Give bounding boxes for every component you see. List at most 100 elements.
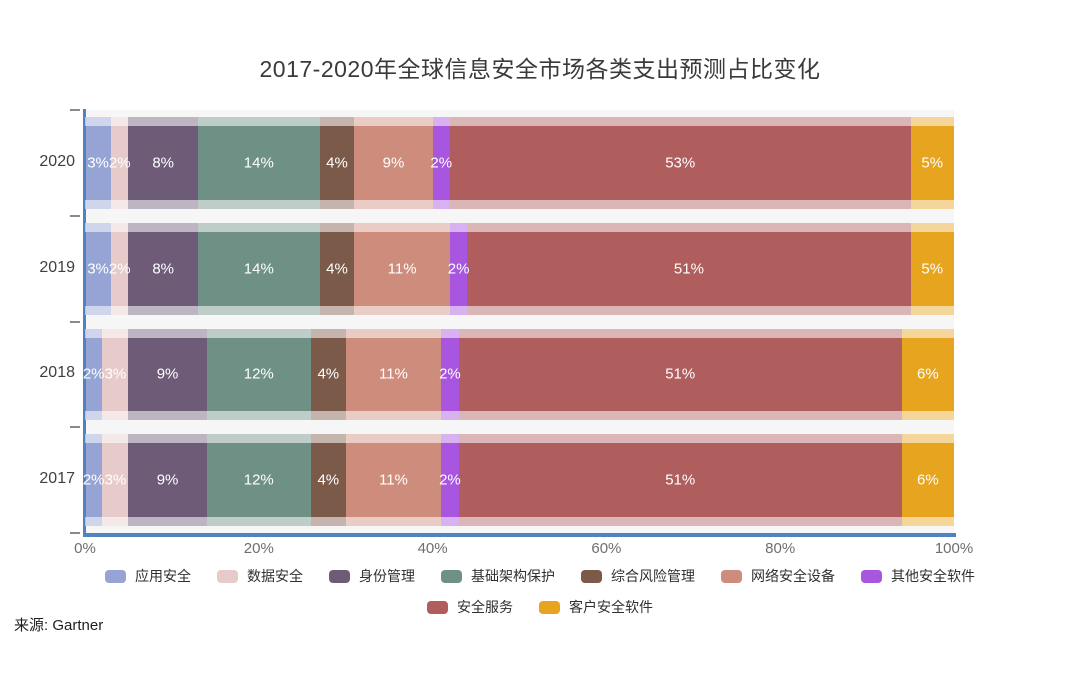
legend-item[interactable]: 应用安全 bbox=[105, 566, 191, 586]
year-label: 2020 bbox=[39, 152, 75, 170]
x-axis-tick-label: 60% bbox=[591, 540, 622, 557]
segment-value-label: 2% bbox=[439, 471, 461, 489]
year-label: 2018 bbox=[39, 364, 75, 382]
legend-swatch-icon bbox=[861, 569, 882, 583]
bar-segment[interactable]: 6% bbox=[901, 328, 954, 421]
segment-value-label: 2% bbox=[439, 365, 461, 383]
bar-segment[interactable]: 5% bbox=[910, 117, 954, 209]
source-text: 来源: Gartner bbox=[14, 617, 104, 634]
bar-segment[interactable]: 2% bbox=[439, 434, 461, 526]
bar-segment[interactable]: 51% bbox=[467, 222, 911, 315]
legend-label: 客户安全软件 bbox=[569, 599, 653, 615]
segment-value-label: 51% bbox=[673, 260, 704, 278]
legend-item[interactable]: 综合风险管理 bbox=[581, 566, 695, 586]
legend-row-1: 应用安全 数据安全 身份管理 基础架构保护 综合风险管理 网络安全设备 其他安全软件 bbox=[0, 566, 1080, 586]
legend-item[interactable]: 客户安全软件 bbox=[539, 597, 653, 617]
stacked-bar-2017: 2% 3% 9% 12% 4% 11% 2% 51% 6% bbox=[82, 434, 954, 526]
x-axis-tick-label: 0% bbox=[74, 540, 96, 557]
bar-segment[interactable]: 9% bbox=[128, 328, 207, 421]
bar-segment[interactable]: 11% bbox=[345, 328, 442, 421]
legend-label: 应用安全 bbox=[135, 568, 191, 584]
bar-segment[interactable]: 9% bbox=[354, 117, 433, 209]
segment-value-label: 12% bbox=[243, 471, 274, 489]
x-axis-tick-label: 40% bbox=[417, 540, 448, 557]
legend-swatch-icon bbox=[539, 600, 560, 614]
legend-swatch-icon bbox=[441, 569, 462, 583]
legend-label: 数据安全 bbox=[247, 568, 303, 584]
bar-segment[interactable]: 2% bbox=[82, 434, 105, 526]
bar-segment[interactable]: 3% bbox=[85, 222, 112, 315]
bar-segment[interactable]: 3% bbox=[85, 117, 112, 209]
bar-segment[interactable]: 53% bbox=[449, 117, 911, 209]
y-axis-tick bbox=[70, 320, 80, 323]
bar-segment[interactable]: 11% bbox=[354, 222, 450, 315]
bar-segment[interactable]: 3% bbox=[102, 328, 129, 421]
legend-item[interactable]: 网络安全设备 bbox=[721, 566, 835, 586]
segment-value-label: 4% bbox=[317, 365, 340, 383]
bar-segment[interactable]: 12% bbox=[206, 434, 311, 526]
legend-item[interactable]: 身份管理 bbox=[329, 566, 415, 586]
legend-label: 网络安全设备 bbox=[751, 568, 835, 584]
segment-value-label: 2% bbox=[430, 154, 453, 172]
bar-segment[interactable]: 6% bbox=[901, 434, 954, 526]
x-axis-line bbox=[83, 533, 956, 537]
bar-segment[interactable]: 51% bbox=[458, 328, 902, 421]
bar-segment[interactable]: 9% bbox=[128, 434, 207, 526]
bar-segment[interactable]: 2% bbox=[83, 328, 105, 421]
bar-segment[interactable]: 14% bbox=[197, 117, 320, 209]
segment-value-label: 51% bbox=[665, 471, 696, 489]
year-label: 2017 bbox=[39, 470, 75, 488]
legend-swatch-icon bbox=[217, 569, 238, 583]
bar-segment[interactable]: 2% bbox=[108, 222, 131, 315]
bar-row-2020: 3% 2% 8% 14% 4% 9% 2% 53% 5% bbox=[85, 110, 954, 216]
segment-value-label: 5% bbox=[921, 154, 944, 172]
bar-segment[interactable]: 4% bbox=[310, 328, 346, 421]
bar-segment[interactable]: 8% bbox=[128, 222, 198, 315]
bar-segment[interactable]: 11% bbox=[345, 434, 442, 526]
legend-item[interactable]: 基础架构保护 bbox=[441, 566, 555, 586]
bar-row-2018: 2% 3% 9% 12% 4% 11% 2% 51% 6% bbox=[83, 321, 954, 428]
bar-segment[interactable]: 2% bbox=[430, 117, 453, 209]
bar-segment[interactable]: 4% bbox=[319, 222, 355, 315]
segment-value-label: 14% bbox=[243, 260, 274, 278]
bar-segment[interactable]: 2% bbox=[448, 222, 469, 315]
stacked-bar-2018: 2% 3% 9% 12% 4% 11% 2% 51% 6% bbox=[83, 328, 954, 421]
bar-segment[interactable]: 8% bbox=[128, 117, 198, 209]
legend-row-2: 安全服务 客户安全软件 bbox=[0, 597, 1080, 617]
segment-value-label: 2% bbox=[108, 154, 131, 172]
x-axis-tick-label: 100% bbox=[934, 540, 974, 557]
legend-item[interactable]: 数据安全 bbox=[217, 566, 303, 586]
legend-label: 安全服务 bbox=[457, 599, 513, 615]
bar-segment[interactable]: 51% bbox=[458, 434, 902, 526]
segment-value-label: 3% bbox=[104, 365, 127, 383]
bar-segment[interactable]: 3% bbox=[102, 434, 129, 526]
bar-segment[interactable]: 2% bbox=[108, 117, 131, 209]
legend-item[interactable]: 其他安全软件 bbox=[861, 566, 975, 586]
segment-value-label: 3% bbox=[87, 154, 109, 172]
y-axis-tick bbox=[70, 426, 80, 429]
bar-segment[interactable]: 12% bbox=[206, 328, 311, 421]
segment-value-label: 2% bbox=[82, 471, 105, 489]
bar-segment[interactable]: 14% bbox=[197, 222, 320, 315]
segment-value-label: 2% bbox=[108, 260, 131, 278]
legend-swatch-icon bbox=[329, 569, 350, 583]
x-axis-tick-label: 80% bbox=[765, 540, 796, 557]
y-axis-tick bbox=[70, 109, 80, 111]
bar-segment[interactable]: 5% bbox=[910, 222, 954, 315]
segment-value-label: 51% bbox=[665, 365, 696, 383]
segment-value-label: 9% bbox=[156, 365, 179, 383]
segment-value-label: 11% bbox=[378, 471, 408, 489]
segment-value-label: 3% bbox=[87, 260, 109, 278]
bar-segment[interactable]: 2% bbox=[439, 328, 461, 421]
segment-value-label: 11% bbox=[387, 260, 417, 278]
legend-swatch-icon bbox=[427, 600, 448, 614]
bars-container: 3% 2% 8% 14% 4% 9% 2% 53% 5% 3% 2% 8% 14% 4% 11% 2% 51% 5… bbox=[82, 110, 954, 533]
bar-segment[interactable]: 4% bbox=[319, 117, 355, 209]
chart-title: 2017-2020年全球信息安全市场各类支出预测占比变化 bbox=[259, 56, 821, 82]
segment-value-label: 6% bbox=[917, 365, 939, 383]
legend-item[interactable]: 安全服务 bbox=[427, 597, 513, 617]
bar-segment[interactable]: 4% bbox=[310, 434, 346, 526]
stacked-bar-2019: 3% 2% 8% 14% 4% 11% 2% 51% 5% bbox=[85, 222, 954, 315]
stacked-bar-2020: 3% 2% 8% 14% 4% 9% 2% 53% 5% bbox=[85, 117, 954, 209]
year-label: 2019 bbox=[39, 258, 75, 276]
